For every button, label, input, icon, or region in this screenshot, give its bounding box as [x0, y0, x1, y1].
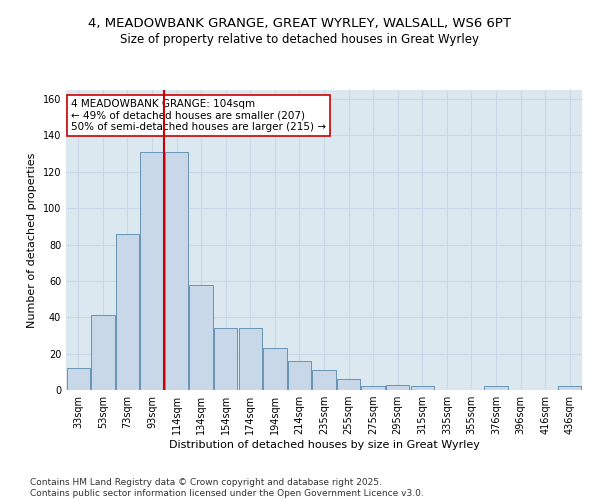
Bar [288, 361, 311, 390]
Bar [558, 386, 581, 390]
Y-axis label: Number of detached properties: Number of detached properties [27, 152, 37, 328]
Bar [67, 368, 90, 390]
Bar [190, 284, 213, 390]
Text: Size of property relative to detached houses in Great Wyrley: Size of property relative to detached ho… [121, 32, 479, 46]
Bar [165, 152, 188, 390]
Text: Contains HM Land Registry data © Crown copyright and database right 2025.
Contai: Contains HM Land Registry data © Crown c… [30, 478, 424, 498]
Text: 4 MEADOWBANK GRANGE: 104sqm
← 49% of detached houses are smaller (207)
50% of se: 4 MEADOWBANK GRANGE: 104sqm ← 49% of det… [71, 99, 326, 132]
Bar [410, 386, 434, 390]
Bar [140, 152, 164, 390]
Bar [91, 316, 115, 390]
Bar [214, 328, 238, 390]
Bar [116, 234, 139, 390]
Bar [313, 370, 335, 390]
Bar [337, 379, 360, 390]
Text: 4, MEADOWBANK GRANGE, GREAT WYRLEY, WALSALL, WS6 6PT: 4, MEADOWBANK GRANGE, GREAT WYRLEY, WALS… [89, 18, 511, 30]
Bar [361, 386, 385, 390]
X-axis label: Distribution of detached houses by size in Great Wyrley: Distribution of detached houses by size … [169, 440, 479, 450]
Bar [386, 384, 409, 390]
Bar [484, 386, 508, 390]
Bar [239, 328, 262, 390]
Bar [263, 348, 287, 390]
